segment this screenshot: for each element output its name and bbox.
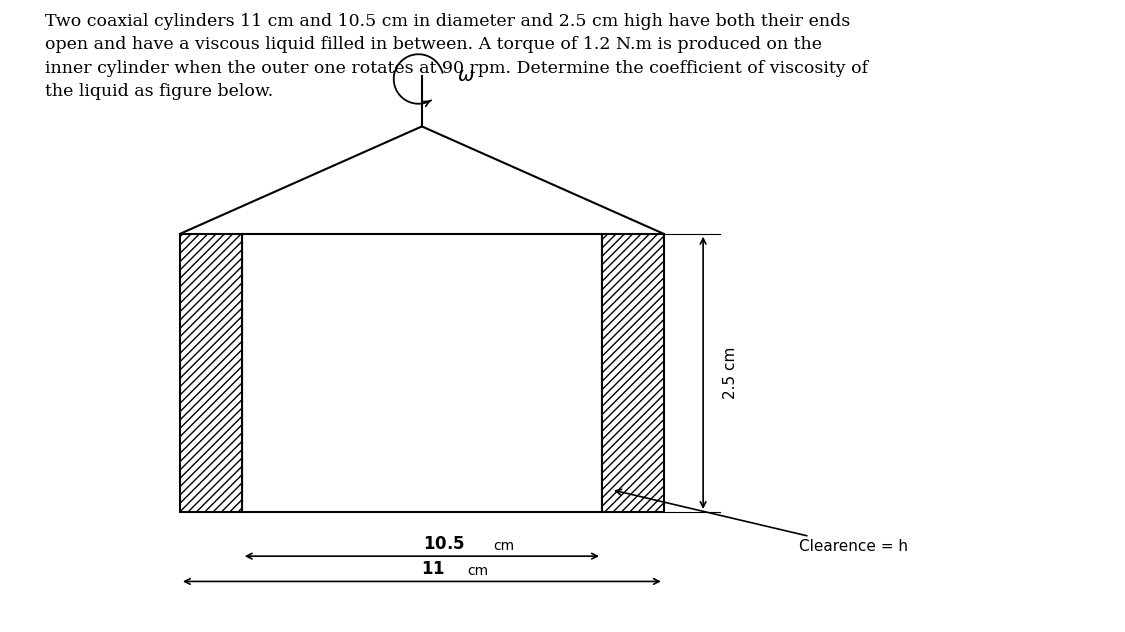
Text: Two coaxial cylinders 11 cm and 10.5 cm in diameter and 2.5 cm high have both th: Two coaxial cylinders 11 cm and 10.5 cm … — [45, 13, 868, 100]
Text: $\mathbf{11}$: $\mathbf{11}$ — [421, 561, 446, 578]
Text: cm: cm — [468, 564, 488, 578]
Text: $\omega$: $\omega$ — [457, 66, 475, 85]
Text: cm: cm — [494, 539, 514, 553]
Bar — [180, 234, 242, 512]
Text: 2.5 cm: 2.5 cm — [723, 347, 738, 399]
Bar — [602, 234, 664, 512]
Bar — [242, 234, 602, 512]
Text: $\mathbf{10.5}$: $\mathbf{10.5}$ — [423, 535, 466, 553]
Text: Clearence = h: Clearence = h — [615, 489, 908, 554]
